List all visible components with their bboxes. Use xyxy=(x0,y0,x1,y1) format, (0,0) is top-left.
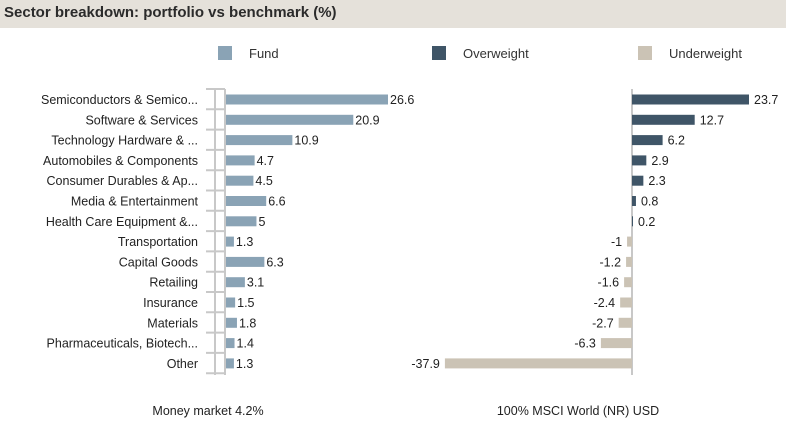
underweight-value-label: -37.9 xyxy=(411,357,440,371)
overweight-value-label: 6.2 xyxy=(668,134,685,148)
overweight-value-label: 0.2 xyxy=(638,215,655,229)
category-label: Software & Services xyxy=(85,113,198,127)
category-label: Insurance xyxy=(143,296,198,310)
legend-label-0: Fund xyxy=(249,46,279,61)
fund-value-label: 1.5 xyxy=(237,296,254,310)
underweight-value-label: -6.3 xyxy=(574,337,596,351)
legend-swatch-1 xyxy=(432,46,446,60)
fund-value-label: 1.4 xyxy=(237,337,254,351)
fund-bar xyxy=(226,94,388,105)
benchmark-note: 100% MSCI World (NR) USD xyxy=(497,404,659,418)
underweight-bar xyxy=(626,256,632,267)
category-label: Materials xyxy=(147,316,198,330)
overweight-value-label: 12.7 xyxy=(700,113,724,127)
fund-bar xyxy=(226,135,293,146)
overweight-value-label: 2.3 xyxy=(648,174,665,188)
category-label: Pharmaceuticals, Biotech... xyxy=(47,337,198,351)
fund-bar xyxy=(226,297,236,308)
category-label: Other xyxy=(167,357,198,371)
underweight-value-label: -2.7 xyxy=(592,316,614,330)
legend-label-1: Overweight xyxy=(463,46,529,61)
overweight-bar xyxy=(632,196,636,206)
underweight-bar xyxy=(620,297,632,308)
underweight-value-label: -2.4 xyxy=(594,296,616,310)
fund-bar xyxy=(226,196,267,206)
overweight-bar xyxy=(632,216,633,227)
fund-bar xyxy=(226,216,257,227)
fund-value-label: 4.5 xyxy=(255,174,272,188)
underweight-bar xyxy=(618,317,632,328)
legend-swatch-0 xyxy=(218,46,232,60)
money-market-note: Money market 4.2% xyxy=(152,404,263,418)
overweight-bar xyxy=(632,94,749,105)
overweight-value-label: 0.8 xyxy=(641,195,658,209)
fund-bar xyxy=(226,317,237,328)
underweight-value-label: -1 xyxy=(611,235,622,249)
fund-bar xyxy=(226,114,354,125)
overweight-bar xyxy=(632,155,647,166)
category-label: Media & Entertainment xyxy=(71,195,199,209)
fund-value-label: 20.9 xyxy=(355,113,379,127)
underweight-value-label: -1.2 xyxy=(600,255,622,269)
underweight-value-label: -1.6 xyxy=(598,276,620,290)
category-label: Technology Hardware & ... xyxy=(51,134,198,148)
fund-bar xyxy=(226,256,265,267)
legend-label-2: Underweight xyxy=(669,46,742,61)
fund-bar xyxy=(226,338,235,349)
underweight-bar xyxy=(444,358,632,369)
category-label: Retailing xyxy=(149,276,198,290)
overweight-value-label: 2.9 xyxy=(651,154,668,168)
fund-value-label: 26.6 xyxy=(390,93,414,107)
title-bar: Sector breakdown: portfolio vs benchmark… xyxy=(0,0,786,28)
fund-bar xyxy=(226,358,234,369)
fund-bar xyxy=(226,175,254,186)
overweight-bar xyxy=(632,114,695,125)
category-label: Health Care Equipment &... xyxy=(46,215,198,229)
underweight-bar xyxy=(624,277,632,288)
fund-bar xyxy=(226,236,234,247)
fund-value-label: 6.3 xyxy=(266,255,283,269)
category-label: Transportation xyxy=(118,235,198,249)
underweight-bar xyxy=(600,338,632,349)
fund-value-label: 1.3 xyxy=(236,357,253,371)
category-label: Automobiles & Components xyxy=(43,154,198,168)
fund-value-label: 5 xyxy=(258,215,265,229)
fund-value-label: 1.8 xyxy=(239,316,256,330)
overweight-bar xyxy=(632,175,644,186)
category-label: Consumer Durables & Ap... xyxy=(47,174,198,188)
overweight-value-label: 23.7 xyxy=(754,93,778,107)
legend-swatch-2 xyxy=(638,46,652,60)
fund-value-label: 4.7 xyxy=(257,154,274,168)
fund-bar xyxy=(226,155,255,166)
fund-value-label: 1.3 xyxy=(236,235,253,249)
chart-title: Sector breakdown: portfolio vs benchmark… xyxy=(4,4,337,21)
fund-value-label: 3.1 xyxy=(247,276,264,290)
category-label: Capital Goods xyxy=(119,255,198,269)
fund-value-label: 6.6 xyxy=(268,195,285,209)
overweight-bar xyxy=(632,135,663,146)
fund-value-label: 10.9 xyxy=(294,134,318,148)
fund-bar xyxy=(226,277,245,288)
underweight-bar xyxy=(627,236,632,247)
category-label: Semiconductors & Semico... xyxy=(41,93,198,107)
